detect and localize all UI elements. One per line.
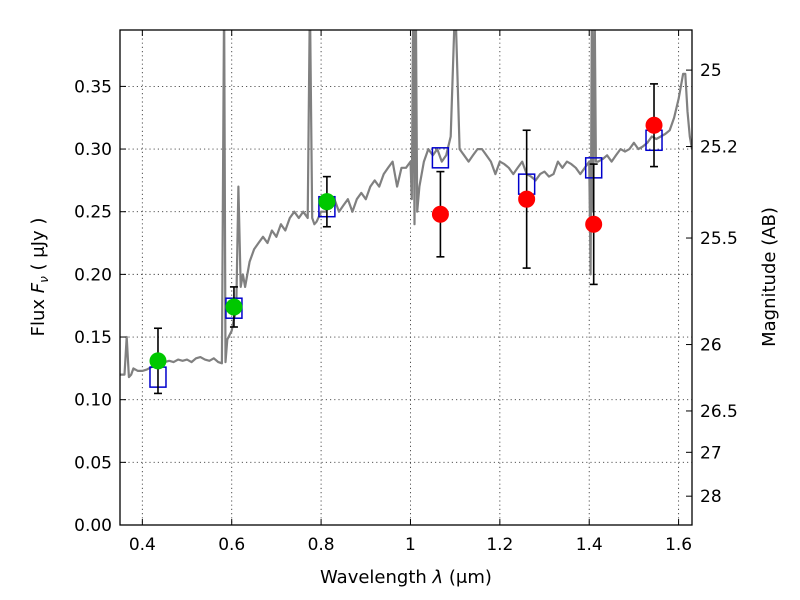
y-tick-label: 0.30 <box>74 140 112 160</box>
magnitude-tick-label: 28 <box>700 487 722 507</box>
magnitude-tick-label: 25.2 <box>700 138 738 158</box>
magnitude-tick-label: 25.5 <box>700 229 738 249</box>
plot-frame <box>119 29 693 526</box>
model-sed-layer <box>120 30 692 379</box>
y-axis-title: Flux Fν ( μJy ) <box>28 218 51 337</box>
magnitude-tick-label: 27 <box>700 443 722 463</box>
observed-flux-point <box>318 193 336 211</box>
observed-flux-point <box>585 215 603 233</box>
y-tick-label: 0.25 <box>74 203 112 223</box>
magnitude-tick-label: 26 <box>700 336 722 356</box>
magnitude-tick-label: 25 <box>700 61 722 81</box>
axis-ticks: 0.4 0.6 0.8 1 1.2 1.4 1.6 0.00 0.05 0.10 0.15 0.20 0… <box>74 30 738 555</box>
x-tick-label: 0.4 <box>129 535 156 555</box>
observed-flux-point <box>431 205 449 223</box>
observed-flux-point <box>518 190 536 208</box>
x-axis-title: Wavelength λ (μm) <box>320 567 492 588</box>
y-tick-label: 0.00 <box>74 516 112 536</box>
y-tick-label: 0.05 <box>74 453 112 473</box>
data-markers <box>149 83 663 395</box>
y-tick-label: 0.35 <box>74 77 112 97</box>
model-photometry-square <box>431 147 450 169</box>
observed-flux-point <box>225 298 243 316</box>
y-tick-label: 0.15 <box>74 328 112 348</box>
observed-flux-point <box>149 352 167 370</box>
x-tick-label: 1.6 <box>665 535 692 555</box>
x-tick-label: 0.8 <box>308 535 335 555</box>
model-sed-line <box>120 30 692 379</box>
x-tick-label: 1.2 <box>486 535 513 555</box>
x-tick-label: 1.4 <box>576 535 603 555</box>
x-tick-label: 1 <box>405 535 416 555</box>
magnitude-tick-label: 26.5 <box>700 402 738 422</box>
grid-lines <box>120 30 692 526</box>
observed-flux-point <box>645 116 663 134</box>
y-tick-label: 0.20 <box>74 265 112 285</box>
y2-axis-title: Magnitude (AB) <box>759 207 780 347</box>
x-tick-label: 0.6 <box>218 535 245 555</box>
y-tick-label: 0.10 <box>74 391 112 411</box>
